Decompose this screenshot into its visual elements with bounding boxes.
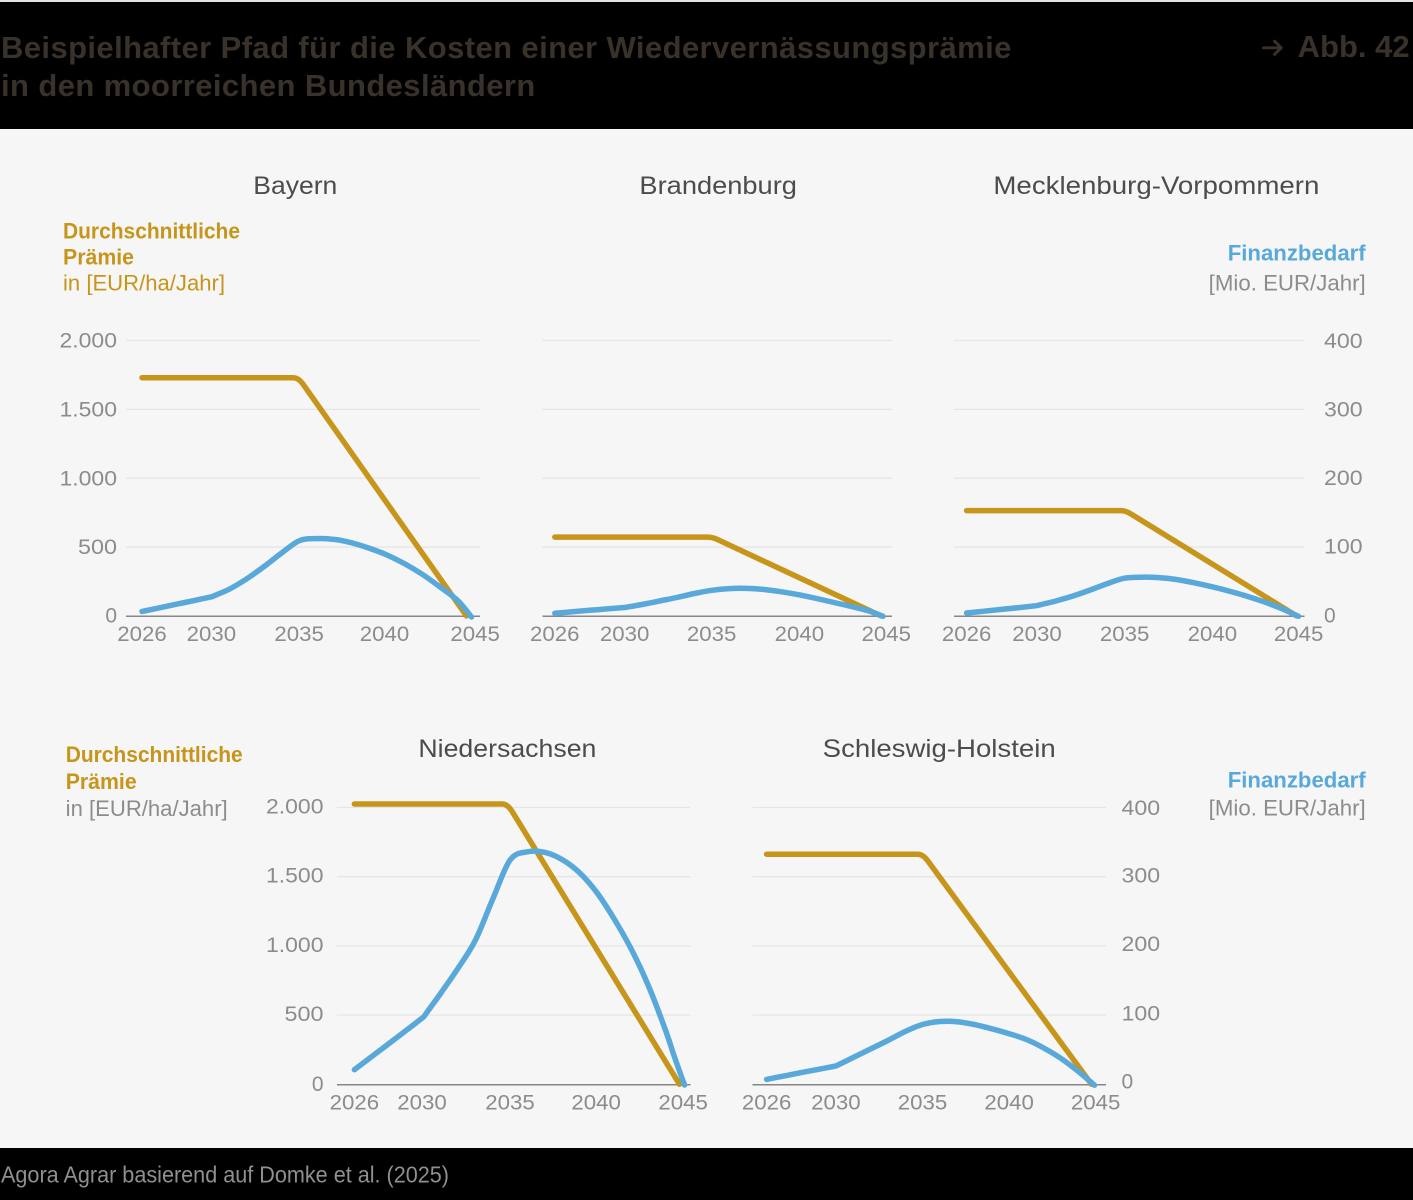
svg-text:300: 300: [1324, 398, 1363, 421]
svg-text:Agora Agrar basierend auf Domk: Agora Agrar basierend auf Domke et al. (…: [1, 1162, 449, 1188]
svg-text:Prämie: Prämie: [66, 769, 137, 794]
svg-text:2030: 2030: [811, 1092, 861, 1115]
svg-text:2045: 2045: [1274, 623, 1324, 646]
svg-text:100: 100: [1324, 536, 1363, 559]
svg-text:2030: 2030: [187, 623, 237, 646]
svg-text:100: 100: [1122, 1003, 1161, 1026]
svg-text:2040: 2040: [571, 1092, 621, 1115]
svg-text:2.000: 2.000: [60, 330, 118, 353]
svg-text:2040: 2040: [984, 1092, 1034, 1115]
svg-text:500: 500: [285, 1003, 324, 1026]
svg-text:2045: 2045: [658, 1092, 708, 1115]
svg-text:500: 500: [78, 536, 117, 559]
svg-text:Brandenburg: Brandenburg: [639, 172, 797, 200]
svg-text:Niedersachsen: Niedersachsen: [418, 735, 596, 763]
svg-text:2035: 2035: [274, 623, 324, 646]
svg-text:2040: 2040: [360, 623, 410, 646]
svg-text:in [EUR/ha/Jahr]: in [EUR/ha/Jahr]: [63, 270, 225, 295]
svg-text:200: 200: [1324, 467, 1363, 490]
svg-text:[Mio. EUR/Jahr]: [Mio. EUR/Jahr]: [1209, 270, 1366, 295]
svg-text:Durchschnittliche: Durchschnittliche: [66, 742, 243, 767]
svg-text:Durchschnittliche: Durchschnittliche: [63, 219, 240, 244]
svg-text:1.000: 1.000: [266, 934, 324, 957]
svg-text:Bayern: Bayern: [253, 172, 337, 200]
svg-text:2026: 2026: [117, 623, 167, 646]
svg-text:1.000: 1.000: [60, 467, 118, 490]
svg-text:0: 0: [1324, 604, 1336, 627]
svg-text:0: 0: [105, 605, 117, 628]
svg-text:Schleswig-Holstein: Schleswig-Holstein: [823, 735, 1056, 763]
svg-text:200: 200: [1122, 933, 1161, 956]
svg-text:Mecklenburg-Vorpommern: Mecklenburg-Vorpommern: [993, 172, 1319, 200]
svg-text:0: 0: [312, 1073, 324, 1096]
svg-text:2040: 2040: [1188, 623, 1238, 646]
svg-text:2030: 2030: [600, 623, 650, 646]
svg-text:[Mio. EUR/Jahr]: [Mio. EUR/Jahr]: [1209, 796, 1366, 821]
svg-text:400: 400: [1122, 797, 1161, 820]
svg-text:Finanzbedarf: Finanzbedarf: [1228, 241, 1366, 266]
svg-text:2026: 2026: [530, 623, 580, 646]
svg-text:2035: 2035: [898, 1092, 948, 1115]
svg-text:Prämie: Prämie: [63, 245, 134, 270]
svg-text:2.000: 2.000: [266, 795, 324, 818]
svg-text:2035: 2035: [1100, 623, 1150, 646]
svg-text:2026: 2026: [942, 623, 992, 646]
svg-text:1.500: 1.500: [266, 865, 324, 888]
svg-text:2045: 2045: [1071, 1092, 1121, 1115]
svg-text:2035: 2035: [687, 623, 737, 646]
svg-text:2045: 2045: [450, 623, 500, 646]
svg-text:2045: 2045: [862, 623, 912, 646]
svg-text:2030: 2030: [397, 1092, 447, 1115]
svg-text:1.500: 1.500: [60, 399, 118, 422]
svg-text:2026: 2026: [330, 1092, 380, 1115]
svg-text:2030: 2030: [1012, 623, 1062, 646]
svg-text:2035: 2035: [485, 1092, 535, 1115]
svg-text:300: 300: [1122, 865, 1161, 888]
svg-text:2026: 2026: [742, 1092, 792, 1115]
svg-text:400: 400: [1324, 330, 1363, 353]
svg-text:2040: 2040: [775, 623, 825, 646]
svg-text:in [EUR/ha/Jahr]: in [EUR/ha/Jahr]: [66, 796, 228, 821]
svg-text:Finanzbedarf: Finanzbedarf: [1228, 768, 1366, 793]
svg-text:0: 0: [1122, 1070, 1134, 1093]
